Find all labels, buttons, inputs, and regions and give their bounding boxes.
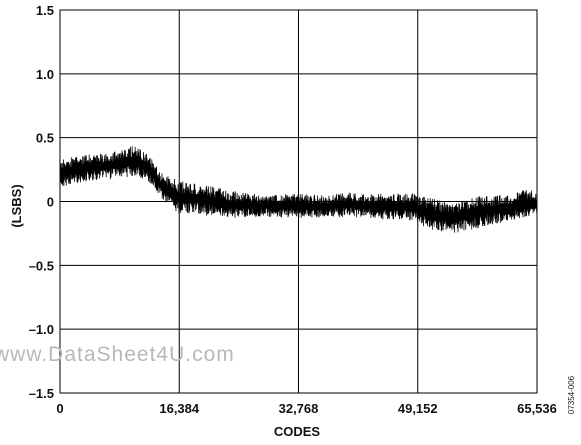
dnl-series-line-0 [59,146,538,233]
x-tick-labels: 0 16,384 32,768 49,152 65,536 [56,401,557,416]
y-tick-label-6: –1.5 [29,386,54,401]
y-tick-label-3: 0 [47,195,54,210]
x-tick-label-3: 49,152 [398,401,438,416]
x-axis-title: CODES [274,424,321,439]
y-tick-label-0: 1.5 [36,3,54,18]
y-tick-label-5: –1.0 [29,322,54,337]
plot-frame [59,9,538,394]
y-tick-label-1: 1.0 [36,67,54,82]
y-tick-label-2: 0.5 [36,131,54,146]
x-tick-label-0: 0 [56,401,63,416]
watermark-text: www.DataSheet4U.com [0,343,235,366]
figure-id-text: 07354-006 [567,375,576,414]
x-tick-label-1: 16,384 [159,401,200,416]
y-axis-title: (LSBS) [9,184,24,227]
x-tick-label-4: 65,536 [517,401,557,416]
series-group [59,146,538,233]
y-tick-label-4: –0.5 [29,258,54,273]
x-tick-label-2: 32,768 [279,401,319,416]
y-tick-labels: 1.5 1.0 0.5 0 –0.5 –1.0 –1.5 [29,3,54,401]
